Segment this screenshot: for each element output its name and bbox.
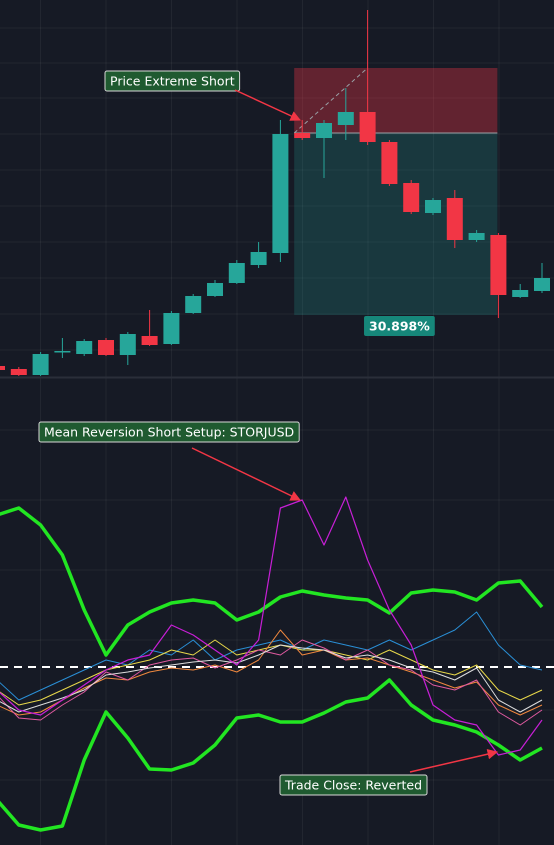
candle-body (316, 123, 332, 138)
candle-body (337, 112, 354, 125)
indicator-line (0, 506, 544, 657)
annotation-label-box (104, 70, 241, 92)
annotation-label-text: Mean Reversion Short Setup: STORJUSD (44, 425, 294, 440)
indicator-line (0, 678, 543, 832)
candle-body (0, 366, 5, 370)
indicator-line (0, 639, 543, 726)
annotation-label-text: Price Extreme Short (110, 74, 235, 89)
annotation-label-box (38, 421, 300, 443)
candle-body (512, 290, 529, 297)
annotation-label-box (279, 774, 428, 796)
candle-body (10, 369, 27, 375)
annotation-label: Price Extreme Short (104, 70, 241, 92)
candle-body (534, 278, 550, 291)
candle-body (207, 283, 223, 296)
annotation-arrow (191, 447, 301, 501)
candle-body (32, 354, 49, 375)
candle-body (119, 334, 136, 355)
candle-body (468, 233, 485, 240)
candle-body (54, 351, 71, 353)
candle-body (425, 200, 441, 213)
candle-body (381, 142, 398, 184)
candle-body (141, 336, 158, 345)
candle-body (185, 296, 202, 313)
candle-body (294, 133, 311, 138)
candle-body (272, 134, 289, 253)
indicator-line (0, 639, 543, 706)
indicator-line (0, 611, 543, 701)
profit-label: 30.898% (364, 316, 435, 336)
candle-body (446, 198, 463, 240)
price-pane: 30.898% (0, 10, 550, 376)
candle-body (490, 235, 507, 295)
trail-line (293, 67, 368, 134)
annotation-label-text: Trade Close: Reverted (284, 778, 422, 793)
annotation-label: Trade Close: Reverted (279, 774, 428, 796)
profit-label-box (364, 316, 435, 336)
indicator-line (0, 629, 543, 716)
indicator-pane (0, 496, 554, 832)
annotation-label: Mean Reversion Short Setup: STORJUSD (38, 421, 300, 443)
candle-body (403, 183, 420, 212)
candle-body (250, 252, 267, 265)
indicator-line (0, 644, 543, 713)
candle-body (76, 341, 93, 354)
candle-body (98, 340, 114, 355)
profit-label-text: 30.898% (369, 319, 430, 334)
annotations: Price Extreme Short Mean Reversion Short … (38, 70, 499, 796)
annotation-arrow (234, 89, 301, 121)
candle-body (228, 263, 245, 283)
indicator-line (0, 496, 543, 756)
candle-body (359, 112, 376, 142)
annotation-arrow (409, 749, 499, 773)
stop-zone (294, 68, 498, 133)
candle-body (163, 313, 180, 344)
